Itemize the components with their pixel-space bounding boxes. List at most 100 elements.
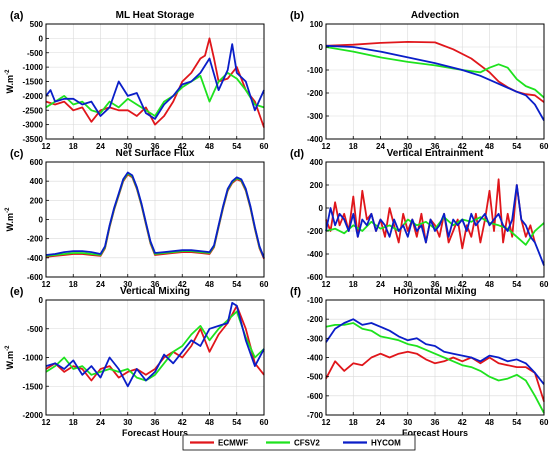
- panel-title: Advection: [411, 10, 459, 21]
- y-tick-label: 600: [30, 158, 44, 167]
- y-axis-label: W.m-2: [5, 69, 15, 94]
- panel-d: 12 18 24 30 36 42 48 54 60 400 200 0 -200 -400 -600 Ver…: [290, 148, 549, 289]
- x-tick-label: 54: [232, 280, 241, 289]
- panel-f: 12 18 24 30 36 42 48 54 60 -100 -200 -300 -400 -500 -6…: [290, 286, 549, 438]
- y-tick-label: -100: [307, 296, 324, 305]
- x-tick-label: 54: [512, 142, 521, 151]
- y-axis-label: W.m-2: [5, 207, 15, 232]
- y-tick-label: -500: [27, 49, 44, 58]
- y-tick-label: -600: [27, 273, 44, 282]
- series-line-hycom: [45, 43, 265, 120]
- series-line-hycom: [325, 318, 545, 385]
- y-axis-label: W.m-2: [5, 345, 15, 370]
- series-line-ecmwf: [325, 350, 545, 402]
- x-tick-label: 30: [123, 418, 132, 427]
- y-tick-label: -500: [307, 373, 324, 382]
- y-tick-label: -100: [307, 66, 324, 75]
- y-tick-label: 200: [310, 181, 324, 190]
- legend: ECMWF CFSV2 HYCOM: [182, 434, 416, 451]
- y-tick-label: -300: [307, 112, 324, 121]
- panel-label: (b): [290, 10, 304, 22]
- y-tick-label: -200: [307, 89, 324, 98]
- x-tick-label: 48: [205, 418, 214, 427]
- y-tick-label: -400: [307, 250, 324, 259]
- series-line-ecmwf: [45, 37, 265, 128]
- x-tick-label: 60: [540, 142, 549, 151]
- series-line-cfsv2: [325, 322, 545, 414]
- series-line-hycom: [45, 301, 265, 388]
- series-line-cfsv2: [325, 46, 545, 99]
- x-tick-label: 54: [232, 142, 241, 151]
- x-tick-label: 24: [376, 142, 385, 151]
- y-tick-label: -1500: [23, 382, 44, 391]
- y-tick-label: 0: [319, 204, 324, 213]
- y-tick-label: -1000: [23, 63, 44, 72]
- x-tick-label: 30: [403, 418, 412, 427]
- y-tick-label: 0: [319, 43, 324, 52]
- x-tick-label: 30: [123, 142, 132, 151]
- series-line-hycom: [45, 171, 265, 259]
- x-tick-label: 42: [458, 418, 467, 427]
- x-tick-label: 42: [178, 418, 187, 427]
- y-tick-label: -600: [307, 392, 324, 401]
- x-tick-label: 24: [96, 280, 105, 289]
- y-tick-label: -2000: [23, 411, 44, 420]
- x-tick-label: 24: [376, 418, 385, 427]
- x-tick-label: 42: [178, 142, 187, 151]
- x-tick-label: 12: [42, 280, 51, 289]
- x-tick-label: 18: [349, 280, 358, 289]
- x-tick-label: 48: [205, 142, 214, 151]
- x-tick-label: 12: [42, 418, 51, 427]
- x-tick-label: 54: [512, 418, 521, 427]
- x-tick-label: 48: [485, 280, 494, 289]
- y-tick-label: 0: [39, 216, 44, 225]
- x-tick-label: 54: [512, 280, 521, 289]
- y-tick-label: -600: [307, 273, 324, 282]
- x-tick-label: 48: [205, 280, 214, 289]
- x-tick-label: 42: [458, 142, 467, 151]
- panel-c: 12 18 24 30 36 42 48 54 60 600 400 200 0 -200 -400 -600…: [5, 148, 269, 289]
- x-tick-label: 48: [485, 418, 494, 427]
- y-tick-label: 100: [310, 20, 324, 29]
- panel-label: (d): [290, 148, 304, 160]
- legend-label-cfsv2: CFSV2: [294, 439, 320, 448]
- x-tick-label: 36: [151, 280, 160, 289]
- x-axis-label: Forecast Hours: [402, 428, 468, 438]
- y-tick-label: -400: [27, 254, 44, 263]
- x-tick-label: 42: [458, 280, 467, 289]
- x-tick-label: 12: [322, 418, 331, 427]
- x-tick-label: 30: [403, 280, 412, 289]
- y-tick-label: -3500: [23, 135, 44, 144]
- y-tick-label: -500: [27, 325, 44, 334]
- x-tick-label: 30: [403, 142, 412, 151]
- y-tick-label: -3000: [23, 121, 44, 130]
- series-line-hycom: [325, 44, 545, 122]
- legend-label-ecmwf: ECMWF: [218, 439, 248, 448]
- x-tick-label: 24: [376, 280, 385, 289]
- x-tick-label: 60: [540, 418, 549, 427]
- x-tick-label: 18: [69, 418, 78, 427]
- x-tick-label: 36: [431, 418, 440, 427]
- y-axis-label-superscript: -2: [5, 207, 11, 213]
- y-tick-label: -200: [27, 235, 44, 244]
- panel-title: Vertical Entrainment: [387, 148, 484, 159]
- x-tick-label: 12: [42, 142, 51, 151]
- legend-box: [182, 434, 416, 451]
- x-tick-label: 24: [96, 418, 105, 427]
- y-tick-label: -1500: [23, 78, 44, 87]
- x-tick-label: 60: [260, 418, 269, 427]
- x-tick-label: 60: [260, 142, 269, 151]
- x-tick-label: 36: [431, 142, 440, 151]
- panel-label: (f): [290, 286, 301, 298]
- y-tick-label: 200: [30, 196, 44, 205]
- panel-title: Vertical Mixing: [120, 286, 190, 297]
- series-line-hycom: [325, 184, 545, 266]
- x-tick-label: 18: [69, 142, 78, 151]
- y-tick-label: -200: [307, 227, 324, 236]
- x-tick-label: 18: [349, 418, 358, 427]
- y-tick-label: -1000: [23, 354, 44, 363]
- y-tick-label: -700: [307, 411, 324, 420]
- y-tick-label: -200: [307, 315, 324, 324]
- y-tick-label: 500: [30, 20, 44, 29]
